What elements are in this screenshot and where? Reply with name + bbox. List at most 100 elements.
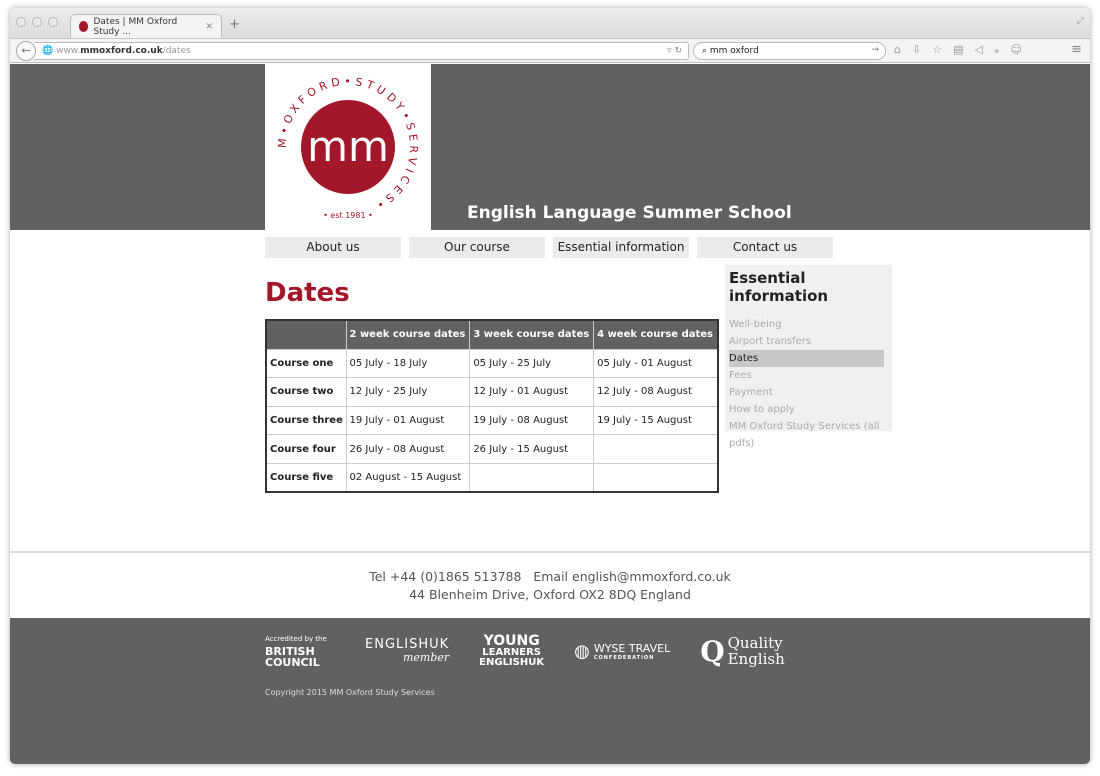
web-page: mm •M•OXFORD•STUDY•SERVICES• • est 1981 …: [10, 54, 1090, 764]
english-uk-logo[interactable]: ENGLISHUK member: [365, 638, 449, 664]
svg-text:mm: mm: [307, 122, 389, 171]
nav-essential-information[interactable]: Essential information: [553, 237, 689, 258]
site-logo[interactable]: mm •M•OXFORD•STUDY•SERVICES• • est 1981 …: [260, 54, 431, 230]
date-cell: 19 July - 15 August: [593, 405, 719, 436]
sidebar-item[interactable]: Well-being: [729, 319, 782, 330]
nav-toolbar: 🌐 www.mmoxford.co.uk/dates ▿ ↻ ← ⌕ mm oxf…: [10, 38, 1090, 63]
sidebar-item[interactable]: How to apply: [729, 404, 795, 415]
bc-caption: Accredited by the: [265, 634, 327, 643]
row-header: Course five: [265, 462, 347, 493]
dates-table: 2 week course dates 3 week course dates …: [265, 319, 719, 493]
favicon-icon: [79, 21, 89, 32]
table-header-row: 2 week course dates 3 week course dates …: [266, 320, 719, 349]
date-cell: 12 July - 08 August: [593, 377, 719, 407]
extension-icon[interactable]: ⁎: [993, 43, 1000, 56]
sidebar-title: Essential information: [729, 269, 829, 305]
table-row: Course two 12 July - 25 July 12 July - 01 …: [265, 377, 719, 407]
sidebar-item[interactable]: MM Oxford Study Services (all pdfs): [729, 421, 880, 449]
menu-icon[interactable]: ≡: [1071, 42, 1082, 57]
young-learners-logo[interactable]: YOUNG LEARNERS ENGLISHUK: [479, 634, 544, 668]
date-cell: 26 July - 15 August: [469, 434, 595, 464]
date-cell: 05 July - 18 July: [345, 348, 471, 379]
date-cell: 19 July - 01 August: [345, 405, 471, 436]
window-controls[interactable]: [16, 17, 58, 27]
copyright: Copyright 2015 MM Oxford Study Services: [265, 688, 435, 697]
page-title: Dates: [265, 278, 350, 308]
date-cell: 26 July - 08 August: [345, 434, 471, 464]
new-tab-icon[interactable]: +: [229, 17, 240, 32]
row-header: Course one: [265, 348, 347, 379]
tab-title: Dates | MM Oxford Study ...: [93, 16, 178, 37]
yl2: LEARNERS: [482, 647, 541, 658]
date-cell: [469, 462, 595, 493]
table-row: Course four 26 July - 08 August 26 July - …: [265, 434, 719, 464]
qe2: English: [727, 650, 785, 668]
table-row: Course one 05 July - 18 July 05 July - 25 …: [265, 348, 719, 379]
wyse-sub: CONFEDERATION: [593, 654, 655, 661]
download-icon[interactable]: ⇩: [911, 43, 922, 56]
clipboard-icon[interactable]: ▤: [953, 43, 964, 56]
date-cell: 02 August - 15 August: [345, 462, 471, 493]
table-row: Course five 02 August - 15 August: [265, 462, 719, 493]
nav-our-course[interactable]: Our course: [409, 237, 545, 258]
contact-info: Tel +44 (0)1865 513788 Email english@mmo…: [10, 568, 1090, 604]
site-header: mm •M•OXFORD•STUDY•SERVICES• • est 1981 …: [10, 54, 1090, 230]
tab-bar: Dates | MM Oxford Study ... ✕ + ⤢: [10, 8, 1090, 38]
row-header: Course two: [265, 377, 347, 407]
wyse-travel-logo[interactable]: ◍ WYSE TRAVEL CONFEDERATION: [574, 641, 670, 662]
date-cell: 19 July - 08 August: [469, 405, 595, 436]
nav-contact-us[interactable]: Contact us: [697, 237, 833, 258]
close-tab-icon[interactable]: ✕: [205, 21, 213, 32]
main-nav: About us Our course Essential informatio…: [265, 237, 833, 258]
date-cell: 12 July - 01 August: [469, 377, 595, 407]
search-value: mm oxford: [709, 46, 759, 56]
sidebar-item[interactable]: Payment: [729, 387, 773, 398]
euk-text: ENGLISHUK: [365, 637, 450, 652]
nav-about-us[interactable]: About us: [265, 237, 401, 258]
sidebar-item[interactable]: Airport transfers: [729, 336, 812, 347]
date-cell: 05 July - 01 August: [593, 348, 719, 379]
column-header: 4 week course dates: [593, 320, 719, 349]
sidebar: Essential information Well-being Airport …: [725, 265, 892, 449]
euk-sub: member: [402, 651, 450, 664]
search-input[interactable]: ⌕ mm oxford →: [693, 42, 886, 60]
row-header: Course three: [265, 405, 347, 436]
date-cell: 05 July - 25 July: [469, 348, 595, 379]
row-header: Course four: [265, 434, 347, 464]
date-cell: 12 July - 25 July: [345, 377, 471, 407]
sidebar-item[interactable]: Dates: [729, 350, 884, 367]
search-go-icon[interactable]: →: [871, 45, 879, 55]
url-path: /dates: [162, 46, 191, 56]
browser-tab[interactable]: Dates | MM Oxford Study ... ✕: [70, 14, 222, 38]
sidebar-item[interactable]: Fees: [729, 370, 752, 381]
column-header: 3 week course dates: [469, 320, 595, 349]
fullscreen-icon[interactable]: ⤢: [1076, 16, 1084, 26]
yl3: ENGLISHUK: [479, 657, 545, 668]
yl1: YOUNG: [483, 633, 540, 649]
british-council-logo[interactable]: Accredited by the BRITISH COUNCIL: [265, 635, 335, 668]
column-header: 2 week course dates: [346, 320, 471, 349]
wyse-text: WYSE TRAVEL: [593, 641, 671, 655]
back-icon[interactable]: ←: [16, 41, 36, 61]
send-icon[interactable]: ◁: [974, 43, 983, 56]
svg-text:• est 1981 •: • est 1981 •: [323, 211, 373, 220]
divider: [10, 551, 1090, 553]
address-line: 44 Blenheim Drive, Oxford OX2 8DQ Englan…: [409, 587, 691, 602]
chat-icon[interactable]: ☺: [1010, 43, 1022, 56]
url-prefix: www.: [56, 46, 81, 56]
q-mark-icon: Q: [700, 634, 725, 668]
quality-english-logo[interactable]: Q Quality English: [700, 635, 785, 668]
qe1: Quality: [727, 634, 783, 652]
home-icon[interactable]: ⌂: [894, 43, 901, 56]
bookmark-star-icon[interactable]: ☆: [932, 43, 943, 56]
date-cell: [593, 462, 719, 493]
url-domain: mmoxford.co.uk: [80, 46, 163, 56]
globe-icon: ◍: [574, 640, 590, 662]
reload-icon[interactable]: ▿ ↻: [667, 46, 682, 56]
column-header: [266, 320, 347, 349]
date-cell: [593, 434, 719, 464]
address-bar[interactable]: 🌐 www.mmoxford.co.uk/dates ▿ ↻: [34, 42, 689, 60]
browser-window: Dates | MM Oxford Study ... ✕ + ⤢ 🌐 www.m…: [10, 8, 1090, 764]
bc-text: BRITISH COUNCIL: [265, 644, 320, 669]
contact-line: Tel +44 (0)1865 513788 Email english@mmo…: [369, 569, 731, 584]
